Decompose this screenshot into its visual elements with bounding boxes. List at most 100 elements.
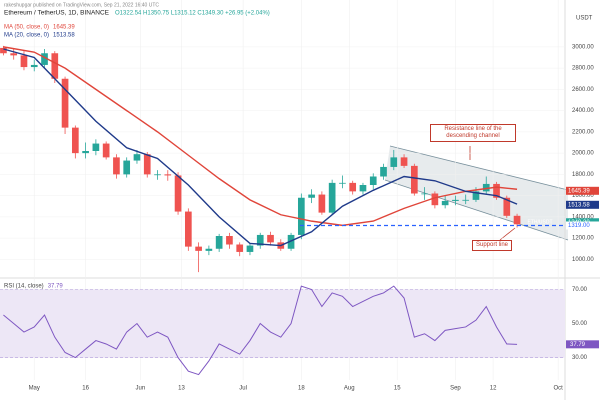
y-tick-label: 2000.00 (572, 151, 594, 157)
y-tick-label: 1200.00 (572, 236, 594, 242)
price-box (566, 200, 599, 209)
x-tick-label: 13 (178, 386, 185, 392)
value-box (566, 340, 599, 349)
price-box-label: 1645.39 (568, 188, 590, 194)
candle-body (154, 174, 161, 176)
candle-body (410, 165, 418, 194)
candle-body (205, 248, 213, 251)
candle-body (61, 78, 69, 128)
candle-body (482, 183, 490, 192)
candle-body (369, 176, 377, 185)
marks: 1000.00 1200.00 1400.00 1600.00 1800.00 2000.… (0, 0, 599, 392)
candle-body (0, 47, 7, 54)
x-tick-label: Aug (344, 386, 355, 392)
candle-body (431, 193, 439, 206)
candle-body (20, 55, 28, 68)
x-tick-label: May (29, 386, 40, 392)
candle-body (133, 154, 141, 161)
candle-body (349, 182, 357, 192)
candle-body (51, 53, 59, 79)
x-tick-label: 15 (394, 386, 401, 392)
price-box (566, 221, 599, 230)
legend-value: 1645.39 (53, 25, 75, 31)
x-tick-label: 18 (298, 386, 305, 392)
price-box (566, 186, 599, 195)
candle-body (226, 236, 233, 245)
candle-body (41, 53, 48, 65)
candle-body (328, 182, 336, 213)
candle-body (82, 151, 89, 154)
candle-body (441, 200, 449, 206)
candle-body (390, 157, 398, 167)
rsi-band (0, 289, 565, 358)
y-tick-label: 1400.00 (572, 214, 594, 220)
x-tick-label: 12 (490, 386, 497, 392)
price-box-label: 1513.58 (568, 202, 590, 208)
ohlc: O1322.54 H1350.75 L1315.12 C1349.30 +26.… (115, 11, 270, 17)
candle-body (267, 234, 274, 243)
candle-body (287, 234, 295, 249)
subtitle: rakeshupgar published on TradingView.com… (4, 2, 159, 8)
candle-body (113, 157, 120, 175)
candle-body (10, 53, 18, 56)
candle-body (503, 197, 511, 216)
candle-body (493, 183, 500, 198)
y-tick-label: 1000.00 (572, 257, 594, 263)
candle-body (380, 166, 387, 177)
candle-body (318, 194, 326, 213)
y-tick-label: 2600.00 (572, 87, 594, 93)
panel-value: 37.79 (48, 284, 64, 290)
candle-body (472, 191, 480, 200)
candle-body (195, 246, 202, 251)
y-tick-label: 70.00 (572, 287, 588, 293)
chart-title: Ethereum / TetherUS, 1D, BINANCE (4, 10, 110, 17)
candle-body (215, 236, 223, 249)
price-box-label: 1319.00 (568, 223, 590, 229)
legend-label: MA (20, close, 0) (4, 33, 49, 39)
candle-body (246, 245, 254, 252)
y-tick-label: 2200.00 (572, 129, 594, 135)
candle-body (236, 244, 244, 252)
candle-body (143, 154, 151, 175)
candle-body (174, 175, 182, 212)
y-tick-label: 1600.00 (572, 193, 594, 199)
y-tick-label: 2400.00 (572, 108, 594, 114)
candle-body (462, 199, 470, 201)
annotation: Support line (472, 240, 513, 252)
y-tick-label: 1800.00 (572, 172, 594, 178)
candle-body (297, 197, 305, 235)
x-tick-label: Jun (136, 386, 146, 392)
candle-body (421, 193, 428, 195)
y-tick-label: 2800.00 (572, 66, 594, 72)
y-tick-label: 3000.00 (572, 44, 594, 50)
candle-body (71, 127, 79, 154)
x-tick-label: 16 (82, 386, 89, 392)
panel-title: RSI (14, close) (4, 284, 44, 290)
candle-body (184, 211, 192, 247)
annotation: Resistance line of the descending channe… (430, 124, 516, 143)
ma-line (3, 48, 518, 247)
candle-body (30, 64, 38, 68)
candle-body (164, 174, 172, 176)
rsi-line (3, 285, 518, 376)
candle-body (359, 185, 367, 192)
price-box-symbol: ETH/USDT (528, 220, 553, 226)
candle-body (513, 215, 521, 225)
candle-body (452, 199, 459, 201)
candle-body (400, 157, 408, 166)
x-tick-label: Jul (239, 386, 247, 392)
candle-body (308, 194, 315, 198)
candle-body (123, 160, 131, 175)
ma-line (3, 46, 518, 227)
legend-label: MA (50, close, 0) (4, 25, 49, 31)
legend-value: 1513.58 (53, 33, 75, 39)
candle-body (339, 182, 346, 184)
x-tick-label: Oct (553, 386, 563, 392)
value-box-label: 37.79 (570, 342, 586, 348)
candle-body (256, 234, 264, 246)
candle-body (102, 143, 110, 158)
candle-body (92, 143, 100, 151)
y-tick-label: 50.00 (572, 321, 588, 327)
